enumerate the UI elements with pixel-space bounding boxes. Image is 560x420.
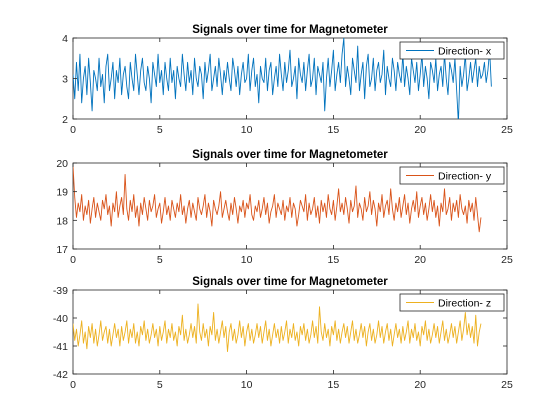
y-tick-label: 2 bbox=[62, 114, 68, 126]
y-tick-label: 3 bbox=[62, 74, 68, 86]
subplot-2: 0 5 10 15 20 25 17 18 19 20 Signals over time for … bbox=[56, 149, 513, 266]
chart-title: Signals over time for Magnetometer bbox=[192, 149, 388, 161]
y-tick-label: -40 bbox=[53, 313, 68, 325]
x-tick-label: 15 bbox=[328, 124, 340, 136]
x-tick-label: 10 bbox=[241, 254, 253, 266]
x-tick-label: 25 bbox=[501, 379, 513, 391]
x-tick-label: 0 bbox=[70, 254, 76, 266]
legend-box bbox=[399, 41, 505, 60]
legend-label: Direction- x bbox=[438, 46, 492, 58]
series-line-1 bbox=[73, 165, 482, 233]
y-tick-label: -41 bbox=[53, 341, 68, 353]
legend-label: Direction- y bbox=[438, 171, 492, 183]
y-tick-label: 18 bbox=[56, 215, 68, 227]
y-tick-label: 19 bbox=[56, 187, 68, 199]
legend: Direction- y bbox=[399, 166, 505, 185]
x-tick-label: 5 bbox=[157, 254, 163, 266]
y-tick-label: 4 bbox=[62, 33, 68, 45]
x-tick-label: 20 bbox=[414, 124, 426, 136]
legend: Direction- z bbox=[399, 293, 505, 312]
y-tick-label: 17 bbox=[56, 244, 68, 256]
legend-label: Direction- z bbox=[438, 298, 491, 310]
y-tick-label: -42 bbox=[53, 369, 68, 381]
x-tick-label: 10 bbox=[241, 124, 253, 136]
x-tick-label: 20 bbox=[414, 254, 426, 266]
legend-box bbox=[399, 293, 505, 312]
x-tick-label: 15 bbox=[328, 254, 340, 266]
x-tick-label: 10 bbox=[241, 379, 253, 391]
x-tick-label: 5 bbox=[157, 124, 163, 136]
x-tick-label: 0 bbox=[70, 379, 76, 391]
x-tick-label: 15 bbox=[328, 379, 340, 391]
legend: Direction- x bbox=[399, 41, 505, 60]
x-tick-label: 25 bbox=[501, 124, 513, 136]
subplot-1: 0 5 10 15 20 25 2 3 4 Signals over time for Magne… bbox=[62, 24, 513, 136]
legend-box bbox=[399, 166, 505, 185]
x-tick-label: 20 bbox=[414, 379, 426, 391]
y-tick-label: 20 bbox=[56, 158, 68, 170]
x-tick-label: 25 bbox=[501, 254, 513, 266]
chart-title: Signals over time for Magnetometer bbox=[192, 24, 388, 36]
chart-title: Signals over time for Magnetometer bbox=[192, 276, 388, 288]
x-tick-label: 0 bbox=[70, 124, 76, 136]
y-tick-label: -39 bbox=[53, 285, 68, 297]
subplot-3: 0 5 10 15 20 25 -42 -41 -40 -39 Signals over time … bbox=[53, 276, 513, 391]
series-line-1 bbox=[73, 303, 482, 353]
x-tick-label: 5 bbox=[157, 379, 163, 391]
